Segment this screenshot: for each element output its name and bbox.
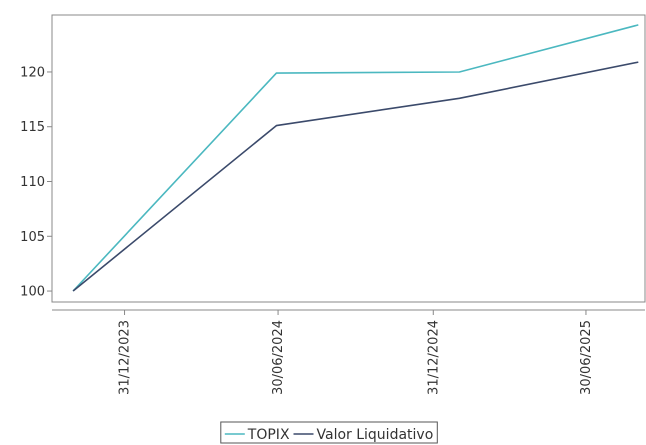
y-tick-label: 120 — [20, 65, 45, 80]
y-tick-label: 100 — [20, 285, 45, 300]
y-tick-label: 115 — [20, 120, 45, 135]
y-tick-label: 110 — [20, 175, 45, 190]
x-tick-label: 31/12/2023 — [118, 320, 133, 395]
x-tick-label: 30/06/2025 — [579, 320, 594, 395]
legend-box — [220, 421, 438, 444]
x-tick-label: 31/12/2024 — [426, 320, 441, 395]
legend-label-0: TOPIX — [247, 427, 290, 443]
plot-area — [51, 14, 646, 303]
series-line-1 — [72, 61, 639, 292]
x-tick-label: 30/06/2024 — [271, 320, 286, 395]
series-line-0 — [72, 24, 639, 292]
y-tick-label: 105 — [20, 230, 45, 245]
legend-label-1: Valor Liquidativo — [317, 427, 434, 443]
